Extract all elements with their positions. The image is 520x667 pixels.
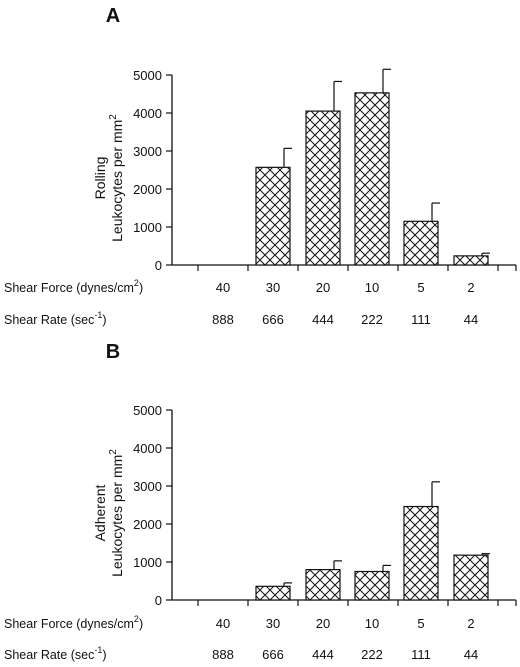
panel-letter: A [106, 5, 120, 27]
bar [305, 110, 341, 266]
bar [403, 505, 439, 601]
y-tick-label: 3000 [133, 144, 162, 159]
y-tick-label: 5000 [133, 68, 162, 83]
y-tick-label: 2000 [133, 517, 162, 532]
y-axis-label-line1: Rolling [92, 157, 108, 200]
shear-force-value: 20 [316, 616, 330, 631]
shear-rate-value: 666 [262, 312, 284, 327]
bar [354, 92, 390, 266]
y-axis-label-sup: 2 [108, 449, 119, 455]
y-axis-label: AdherentLeukocytes per mm2 [92, 449, 125, 577]
panel-letter: B [106, 341, 120, 363]
shear-rate-value: 44 [464, 312, 478, 327]
shear-rate-label: Shear Rate (sec-1) [4, 645, 107, 662]
y-tick-label: 0 [155, 258, 162, 273]
shear-force-value: 5 [417, 280, 424, 295]
bar [453, 554, 489, 601]
bar [255, 166, 291, 266]
shear-rate-value: 111 [411, 312, 431, 327]
shear-rate-value: 222 [361, 312, 383, 327]
shear-force-value: 40 [216, 280, 230, 295]
shear-force-value: 20 [316, 280, 330, 295]
y-tick-label: 4000 [133, 441, 162, 456]
shear-force-value: 40 [216, 616, 230, 631]
y-tick-label: 4000 [133, 106, 162, 121]
shear-force-value: 30 [266, 280, 280, 295]
y-axis-label-sup: 2 [108, 114, 119, 120]
shear-rate-value: 44 [464, 647, 478, 662]
shear-rate-value: 111 [411, 647, 431, 662]
shear-force-value: 30 [266, 616, 280, 631]
shear-rate-value: 222 [361, 647, 383, 662]
panel-b: B 0 1000 2000 3000 4000 5000 AdherentLeukocytes… [4, 341, 517, 662]
shear-force-value: 2 [467, 616, 474, 631]
shear-force-label: Shear Force (dynes/cm2) [4, 278, 143, 295]
y-axis-label-line2: Leukocytes per mm [109, 455, 125, 577]
shear-force-value: 10 [365, 280, 379, 295]
shear-force-label: Shear Force (dynes/cm2) [4, 614, 143, 631]
bar [354, 570, 390, 601]
shear-force-value: 2 [467, 280, 474, 295]
shear-force-value: 10 [365, 616, 379, 631]
shear-rate-value: 444 [312, 312, 334, 327]
y-tick-label: 3000 [133, 479, 162, 494]
y-tick-label: 1000 [133, 220, 162, 235]
y-axis-label-line2: Leukocytes per mm [109, 120, 125, 242]
y-axis-label-line1: Adherent [92, 484, 108, 541]
panel-a: A 0 1000 2000 3000 4000 5000 RollingLeukocytes … [4, 5, 517, 327]
y-tick-label: 2000 [133, 182, 162, 197]
y-tick-label: 1000 [133, 555, 162, 570]
shear-rate-value: 444 [312, 647, 334, 662]
bar [305, 568, 341, 601]
y-tick-label: 5000 [133, 403, 162, 418]
y-tick-label: 0 [155, 593, 162, 608]
shear-rate-value: 888 [212, 312, 234, 327]
shear-rate-value: 888 [212, 647, 234, 662]
shear-rate-label: Shear Rate (sec-1) [4, 310, 107, 327]
shear-rate-value: 666 [262, 647, 284, 662]
bar [453, 255, 489, 266]
y-axis-label: RollingLeukocytes per mm2 [92, 114, 125, 242]
bar [403, 220, 439, 266]
shear-force-value: 5 [417, 616, 424, 631]
bar [255, 585, 291, 601]
